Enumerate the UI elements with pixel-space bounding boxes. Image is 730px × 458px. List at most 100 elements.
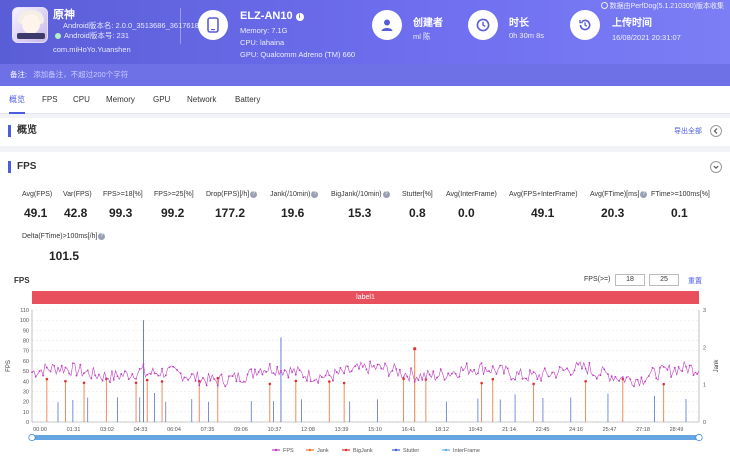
fps-point — [398, 368, 401, 371]
fps-point — [588, 361, 591, 364]
y-tick-label: 60 — [23, 359, 29, 365]
chevron-left-icon[interactable] — [710, 125, 722, 137]
reset-link[interactable]: 重置 — [688, 278, 702, 285]
stat-label: Jank(/10min)? — [270, 191, 319, 198]
fps-point — [607, 373, 609, 376]
stat-label: FTime>=100ms[%] — [651, 191, 710, 198]
tab-overview[interactable]: 概览 — [9, 86, 25, 114]
fps-point — [603, 368, 606, 371]
export-all-link[interactable]: 导出全部 — [674, 128, 702, 135]
fps-point — [621, 376, 624, 378]
fps-point — [42, 374, 45, 377]
report-header: 原神 Android版本名: 2.0.0_3513686_3617618 And… — [0, 0, 730, 64]
x-tick-label: 07:35 — [201, 427, 215, 433]
stat-label: Avg(FPS+InterFrame) — [509, 191, 578, 198]
stat-value: 0.1 — [671, 206, 688, 220]
fps-point — [592, 374, 594, 377]
note-bar[interactable]: 备注: 添加备注，不超过200个字符 — [0, 64, 730, 86]
stat-value: 177.2 — [215, 206, 246, 220]
fps-point — [599, 374, 602, 377]
fps-point — [644, 380, 647, 383]
note-input[interactable]: 添加备注，不超过200个字符 — [33, 70, 129, 79]
fps-point — [298, 369, 301, 372]
fps-point — [540, 379, 542, 382]
fps-point — [350, 370, 353, 372]
android-code-row: Android版本号: 231 — [55, 30, 129, 41]
fps-point — [484, 366, 487, 369]
y-tick-label: 90 — [23, 328, 29, 334]
fps-point — [532, 371, 535, 373]
stat-label: Avg(FTime)[ms]? — [590, 191, 648, 198]
jank-point — [480, 381, 483, 385]
stat-value: 19.6 — [281, 206, 305, 220]
fps-point — [536, 378, 539, 380]
fps-point — [406, 375, 409, 378]
tab-battery[interactable]: Battery — [235, 95, 261, 104]
legend-label: FPS — [283, 448, 294, 454]
tab-cpu[interactable]: CPU — [73, 95, 90, 104]
tab-network[interactable]: Network — [187, 95, 217, 104]
y-tick-label: 80 — [23, 339, 29, 345]
fps-point — [242, 380, 245, 383]
fps-point — [413, 381, 416, 383]
x-tick-label: 03:02 — [100, 427, 114, 433]
fps-point — [172, 365, 175, 368]
fps-point — [287, 376, 290, 379]
tab-fps[interactable]: FPS — [42, 95, 58, 104]
fps-point — [97, 373, 100, 376]
info-icon: i — [295, 13, 304, 21]
fps-point — [34, 375, 37, 378]
chevron-down-icon[interactable] — [710, 161, 722, 173]
fps-point — [86, 369, 89, 372]
stat-value: 49.1 — [531, 206, 555, 220]
x-tick-label: 28:49 — [670, 427, 684, 433]
fps-point — [142, 363, 145, 365]
y-tick-label: 110 — [20, 308, 29, 314]
fps-point — [555, 376, 557, 379]
fps-title: FPS — [8, 161, 36, 173]
fps-point — [265, 371, 268, 373]
fps-point — [447, 372, 450, 375]
fps-point — [335, 371, 338, 374]
fps-chart[interactable]: 0 10 20 30 40 50 60 70 80 90 100 110 0 1 2 3 FPS Jank 00:0… — [0, 304, 730, 458]
fps-point — [529, 369, 531, 372]
note-label: 备注: — [10, 70, 28, 79]
help-icon[interactable]: ? — [250, 191, 258, 198]
fps-point — [239, 380, 241, 383]
tab-gpu[interactable]: GPU — [153, 95, 171, 104]
fps-point — [670, 376, 673, 378]
jank-point — [82, 381, 86, 385]
fps-point — [123, 370, 126, 373]
fps-point — [354, 365, 357, 368]
fps-point — [339, 367, 342, 369]
fps-point — [254, 368, 256, 371]
y2-axis-label: Jank — [714, 359, 720, 373]
fps-point — [469, 368, 472, 371]
fps-point — [276, 365, 279, 368]
fps-point — [216, 384, 219, 387]
legend-label: Stutter — [403, 448, 419, 454]
label-band[interactable]: label1 — [32, 291, 699, 304]
fps-point — [320, 376, 323, 378]
fps-point — [391, 369, 394, 372]
fps-point — [692, 374, 695, 377]
fps-point — [473, 368, 476, 371]
fps-threshold-2-input[interactable]: 25 — [649, 274, 679, 286]
help-icon[interactable]: ? — [311, 191, 319, 198]
fps-point — [283, 369, 286, 372]
help-icon[interactable]: ? — [98, 233, 106, 240]
fps-point — [164, 374, 167, 377]
fps-point — [462, 369, 464, 372]
fps-point — [566, 367, 568, 370]
fps-point — [506, 367, 509, 370]
fps-point — [521, 377, 524, 380]
creator-label: 创建者 — [413, 18, 443, 29]
fps-point — [31, 371, 33, 374]
stat-value: 15.3 — [348, 206, 372, 220]
help-icon[interactable]: ? — [640, 191, 648, 198]
help-icon[interactable]: ? — [382, 191, 390, 198]
fps-threshold-1-input[interactable]: 18 — [615, 274, 645, 286]
fps-point — [224, 385, 227, 388]
tab-memory[interactable]: Memory — [106, 95, 135, 104]
fps-point — [666, 369, 669, 371]
